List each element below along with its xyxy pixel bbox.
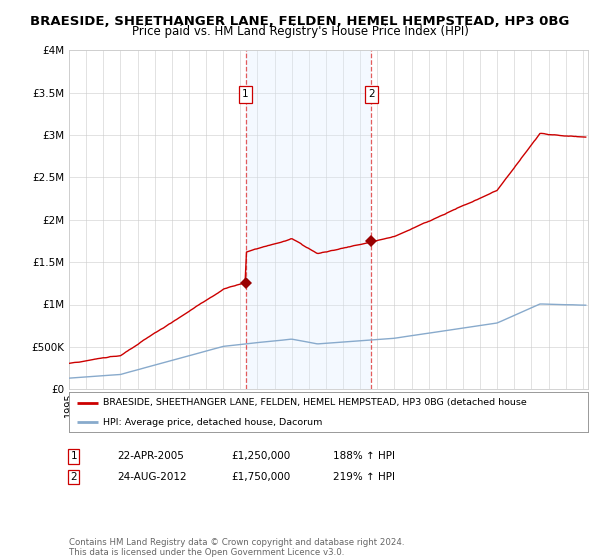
Text: 2: 2 [70,472,77,482]
Text: BRAESIDE, SHEETHANGER LANE, FELDEN, HEMEL HEMPSTEAD, HP3 0BG (detached house: BRAESIDE, SHEETHANGER LANE, FELDEN, HEME… [103,398,526,407]
Text: 188% ↑ HPI: 188% ↑ HPI [333,451,395,461]
Text: HPI: Average price, detached house, Dacorum: HPI: Average price, detached house, Daco… [103,418,322,427]
Text: 1: 1 [242,90,249,100]
Text: 1: 1 [70,451,77,461]
Text: 22-APR-2005: 22-APR-2005 [117,451,184,461]
Text: £1,750,000: £1,750,000 [231,472,290,482]
Text: BRAESIDE, SHEETHANGER LANE, FELDEN, HEMEL HEMPSTEAD, HP3 0BG: BRAESIDE, SHEETHANGER LANE, FELDEN, HEME… [31,15,569,27]
Text: £1,250,000: £1,250,000 [231,451,290,461]
Text: 2: 2 [368,90,374,100]
Text: 24-AUG-2012: 24-AUG-2012 [117,472,187,482]
Text: Price paid vs. HM Land Registry's House Price Index (HPI): Price paid vs. HM Land Registry's House … [131,25,469,38]
Text: Contains HM Land Registry data © Crown copyright and database right 2024.
This d: Contains HM Land Registry data © Crown c… [69,538,404,557]
Bar [245,50,371,389]
Text: 219% ↑ HPI: 219% ↑ HPI [333,472,395,482]
